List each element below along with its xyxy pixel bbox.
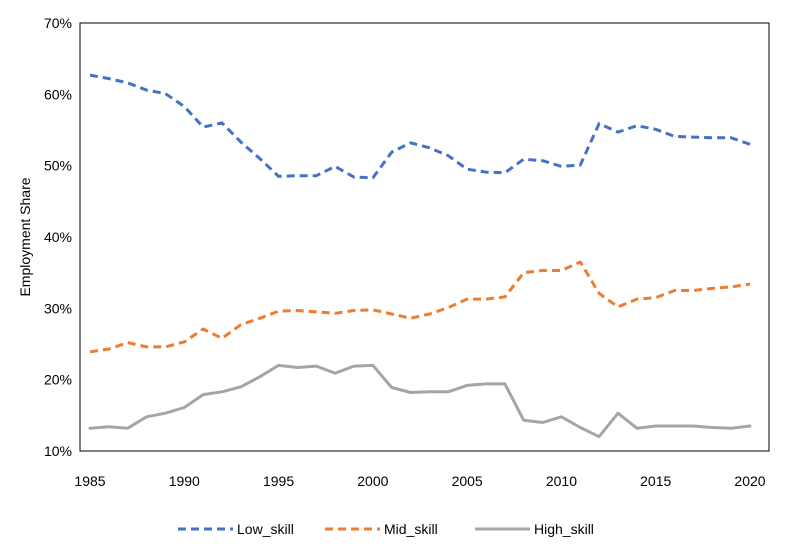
legend-label: Mid_skill [384, 521, 438, 537]
x-tick-label: 1985 [74, 473, 105, 489]
x-tick-label: 2000 [357, 473, 388, 489]
x-tick-label: 2020 [734, 473, 765, 489]
series-line-low-skill [89, 73, 751, 180]
series-line-mid-skill [89, 260, 751, 354]
x-axis-ticks: 1985 1990 1995 2000 2005 2010 2015 2020 [74, 473, 765, 489]
y-tick-label: 10% [44, 443, 72, 459]
y-tick-label: 70% [44, 15, 72, 31]
x-tick-label: 2005 [452, 473, 483, 489]
legend: Low_skill Mid_skill High_skill [178, 521, 594, 537]
series-line-high-skill [88, 363, 752, 439]
y-axis-label: Employment Share [17, 177, 33, 296]
y-tick-label: 60% [44, 86, 72, 102]
y-tick-label: 50% [44, 158, 72, 174]
legend-label: Low_skill [237, 521, 294, 537]
y-axis-ticks: 10% 20% 30% 40% 50% 60% 70% [44, 15, 72, 459]
x-tick-label: 2010 [546, 473, 577, 489]
y-tick-label: 40% [44, 229, 72, 245]
y-tick-label: 20% [44, 372, 72, 388]
x-tick-label: 1990 [169, 473, 200, 489]
series-lines [88, 73, 752, 439]
y-tick-label: 30% [44, 300, 72, 316]
legend-label: High_skill [534, 521, 594, 537]
plot-area-border [79, 22, 770, 452]
x-tick-label: 2015 [640, 473, 671, 489]
x-tick-label: 1995 [263, 473, 294, 489]
